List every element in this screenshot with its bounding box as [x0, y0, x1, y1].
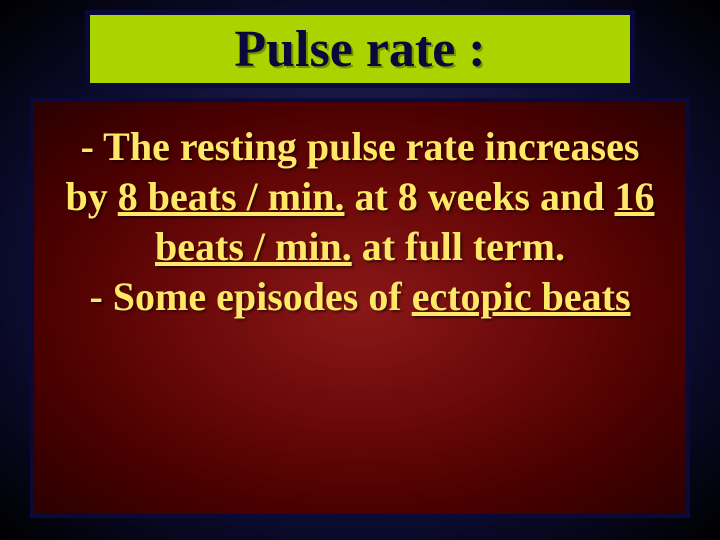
line2-prefix: at 8 weeks and	[344, 174, 614, 219]
content-text: - The resting pulse rate increases by 8 …	[59, 122, 661, 322]
content-box: - The resting pulse rate increases by 8 …	[30, 98, 690, 518]
line1-underlined: 8 beats / min.	[118, 174, 345, 219]
line3-prefix: - Some episodes of	[89, 274, 411, 319]
line2-suffix: at full term.	[352, 224, 565, 269]
line3-underlined: ectopic beats	[412, 274, 631, 319]
title-box: Pulse rate :	[85, 10, 635, 88]
slide-title: Pulse rate :	[234, 20, 485, 79]
